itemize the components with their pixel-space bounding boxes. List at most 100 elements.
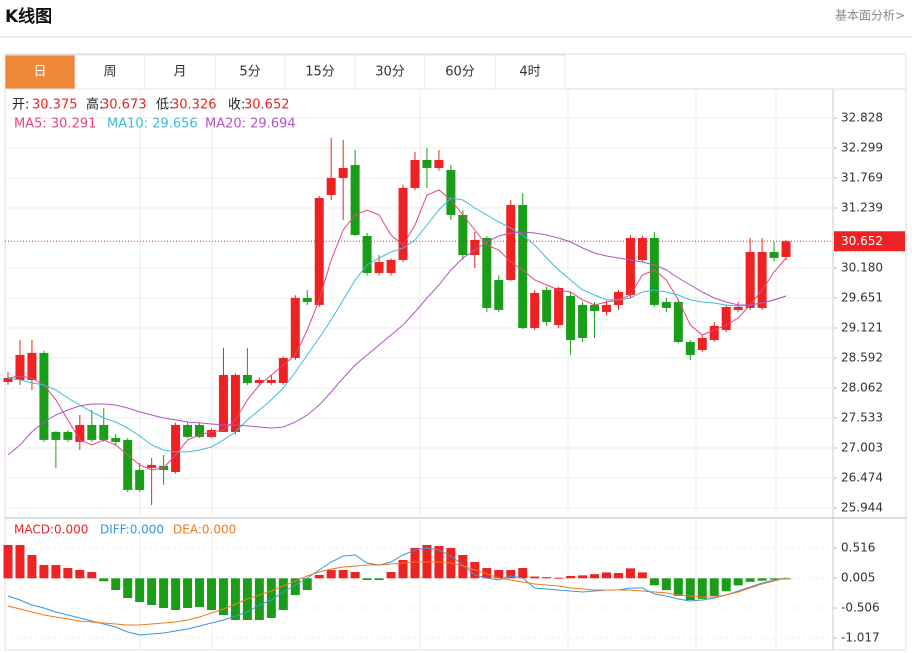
tab-label[interactable]: 5分	[239, 65, 260, 80]
candle-body	[230, 374, 240, 432]
macd-bar	[721, 578, 731, 592]
info-label: 开:	[12, 98, 29, 113]
macd-bar	[3, 545, 13, 579]
candle-body	[745, 251, 755, 308]
candle-body	[649, 237, 659, 305]
y-tick-label: 25.944	[841, 500, 883, 514]
macd-bar	[278, 578, 288, 611]
legend-entry: MA20: 29.694	[205, 117, 296, 132]
candle-body	[530, 292, 540, 328]
candle-body	[494, 279, 504, 310]
candle-body	[602, 304, 611, 312]
macd-bar	[578, 575, 588, 579]
series-line	[7, 561, 787, 626]
candle-body	[242, 374, 252, 383]
fundamental-link[interactable]: 基本面分析>	[835, 9, 905, 23]
y-tick-label: -1.017	[841, 631, 880, 645]
candle-body	[51, 431, 61, 440]
tab-label[interactable]: 4时	[519, 65, 540, 80]
series-line	[7, 231, 787, 456]
candle-body	[590, 304, 600, 311]
y-tick-label: 27.533	[841, 410, 883, 424]
macd-bar	[230, 578, 240, 620]
legend-entry: MA10: 29.656	[107, 117, 198, 132]
candle-body	[613, 291, 623, 305]
info-label: 低:	[156, 98, 173, 113]
series-line	[7, 547, 787, 636]
macd-bar	[661, 578, 671, 591]
macd-bar	[326, 570, 336, 579]
candle-body	[183, 424, 193, 437]
macd-bar	[195, 578, 205, 608]
macd-bar	[745, 578, 755, 582]
macd-bar	[482, 568, 492, 579]
tab[interactable]	[494, 54, 566, 90]
macd-bar	[566, 575, 576, 579]
tab-label[interactable]: 15分	[305, 65, 335, 80]
candle-body	[446, 169, 456, 215]
candle-body	[781, 241, 791, 257]
widget-title: K线图	[5, 6, 52, 27]
macd-bar	[613, 573, 623, 579]
candle-body	[637, 237, 647, 260]
macd-bar	[75, 570, 85, 579]
y-tick-label: 28.592	[841, 350, 883, 364]
info-label: 高:	[86, 97, 103, 113]
tab-label[interactable]: 周	[103, 65, 116, 80]
candle-body	[338, 167, 348, 178]
last-price-label: 30.652	[841, 234, 883, 248]
tab-label[interactable]: 月	[173, 65, 186, 80]
y-tick-label: 31.769	[841, 170, 883, 184]
macd-bar	[99, 578, 109, 582]
macd-bar	[410, 548, 420, 579]
candle-body	[386, 259, 396, 273]
last-price-box	[834, 231, 905, 252]
y-tick-label: 32.299	[841, 140, 883, 154]
macd-bar	[302, 578, 312, 590]
candle-body	[398, 187, 408, 260]
candle-body	[625, 237, 635, 295]
macd-bar	[781, 578, 791, 580]
tab-label[interactable]: 60分	[445, 65, 475, 80]
macd-bar	[15, 545, 25, 579]
macd-bar	[398, 560, 408, 579]
macd-bar	[554, 577, 564, 579]
macd-bar	[625, 568, 635, 579]
candle-body	[15, 354, 25, 380]
macd-bar	[338, 570, 348, 579]
legend-entry: DIFF:0.000	[100, 523, 164, 537]
y-tick-label: 32.828	[841, 110, 883, 124]
macd-bar	[769, 578, 779, 580]
candle-body	[123, 439, 133, 490]
candle-body	[673, 301, 683, 342]
macd-bar	[171, 578, 181, 611]
tab[interactable]	[4, 54, 76, 90]
info-value: 30.652	[244, 98, 290, 113]
candle-body	[266, 379, 276, 383]
y-tick-label: 30.180	[841, 260, 883, 274]
macd-bar	[386, 572, 396, 579]
candle-body	[326, 177, 336, 195]
y-tick-label: 26.474	[841, 470, 883, 484]
y-tick-label: 29.651	[841, 290, 883, 304]
macd-bar	[254, 578, 264, 620]
y-tick-label: 29.121	[841, 320, 883, 334]
macd-bar	[649, 578, 659, 586]
info-value: 30.326	[171, 98, 217, 113]
tab-label[interactable]: 30分	[375, 65, 405, 80]
macd-bar	[590, 574, 600, 579]
candle-body	[302, 297, 312, 302]
macd-bar	[362, 578, 372, 581]
candle-body	[206, 429, 216, 437]
info-value: 30.673	[101, 98, 147, 113]
macd-bar	[697, 578, 707, 599]
tab-label[interactable]: 日	[33, 65, 46, 80]
panel-border	[4, 53, 907, 651]
tab[interactable]	[74, 54, 146, 90]
candle-body	[458, 214, 468, 255]
macd-bar	[709, 578, 719, 596]
macd-bar	[87, 572, 97, 579]
tab[interactable]	[284, 54, 356, 90]
